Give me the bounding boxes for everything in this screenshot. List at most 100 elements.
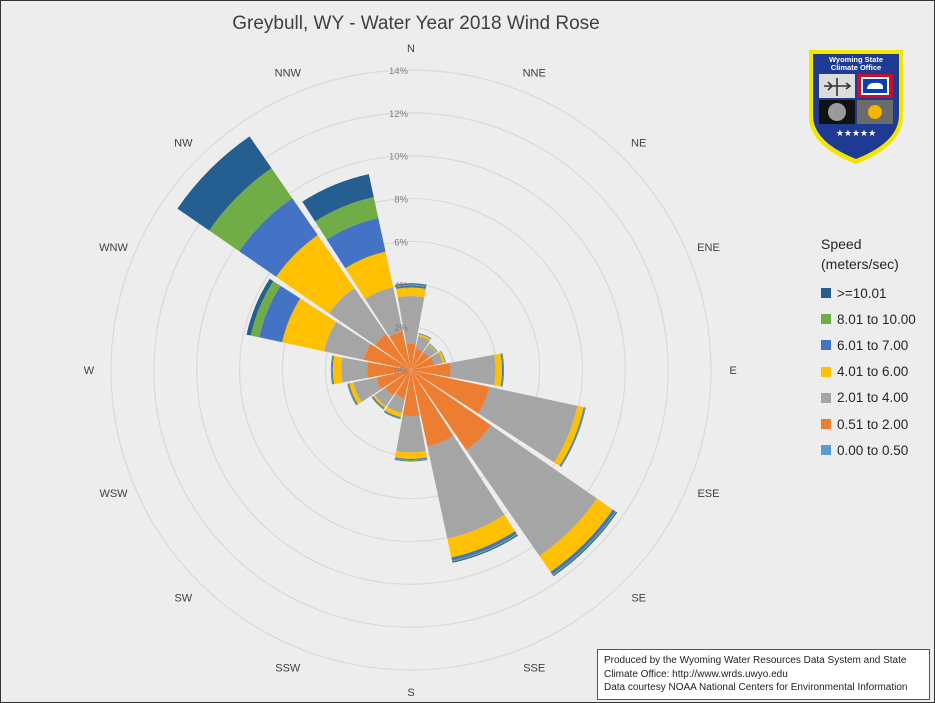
petal-segment-ese	[411, 370, 413, 371]
direction-label-ssw: SSW	[275, 662, 301, 674]
petal-segment-n	[396, 287, 426, 298]
petal-segment-s	[394, 459, 428, 462]
radial-tick-label: 10%	[389, 152, 409, 163]
petal-segment-nnw	[302, 174, 374, 222]
petal-segment-se	[539, 498, 613, 572]
credit-line1: Produced by the Wyoming Water Resources …	[604, 655, 907, 666]
legend-title-line1: Speed	[821, 236, 862, 252]
legend-swatch	[821, 340, 831, 351]
climate-office-logo: Wyoming State Climate Office ★★★★★	[809, 50, 903, 164]
direction-label-sw: SW	[174, 593, 192, 605]
legend-item: 4.01 to 6.00	[821, 359, 933, 385]
direction-label-nw: NW	[174, 137, 193, 149]
grid-circle	[281, 240, 541, 500]
petal-segment-n	[406, 343, 416, 369]
petal-segment-nne	[418, 333, 432, 340]
logo-stars: ★★★★★	[836, 129, 876, 139]
credit-line3: Data courtesy NOAA National Centers for …	[604, 682, 908, 693]
petal-segment-ene	[411, 356, 435, 370]
petal-segment-n	[397, 296, 425, 344]
petal-segment-w	[367, 362, 410, 378]
logo-text-line2: Climate Office	[831, 63, 881, 72]
radial-tick-labels: 0% 2% 4% 6% 8% 10% 12% 14%	[389, 66, 409, 377]
petal-segment-ssw	[384, 411, 401, 419]
direction-label-se: SE	[631, 593, 646, 605]
petal-segment-ssw	[410, 370, 411, 372]
petal-segment-nw	[374, 333, 411, 370]
legend-item: >=10.01	[821, 280, 933, 306]
direction-label-n: N	[407, 43, 415, 55]
petal-segment-w	[341, 357, 368, 383]
petal-segment-w	[330, 355, 333, 385]
direction-label-wnw: WNW	[99, 242, 128, 254]
legend-label: 8.01 to 10.00	[837, 311, 916, 327]
legend-label: 4.01 to 6.00	[837, 364, 909, 380]
petal-segment-nnw	[315, 197, 379, 240]
legend-swatch	[821, 288, 831, 299]
petal-segment-nw	[239, 198, 318, 277]
petal-segment-wsw	[348, 383, 358, 405]
credit-line2: Climate Office: http://www.wrds.uwyo.edu	[604, 668, 788, 680]
petal-segment-e	[412, 362, 451, 378]
logo-text-line1: Wyoming State	[829, 55, 883, 64]
legend-swatch	[821, 392, 831, 403]
direction-label-nnw: NNW	[275, 68, 302, 80]
petal-segment-wnw	[246, 278, 274, 336]
petal-segment-ssw	[383, 411, 401, 420]
grid-circle	[238, 197, 584, 543]
petal-segment-sse	[411, 370, 454, 447]
petal-segment-w	[332, 355, 343, 385]
petal-segment-sw	[373, 394, 387, 408]
petal-segment-s	[394, 457, 428, 461]
petal-segment-ese	[478, 386, 578, 463]
petal-segment-sse	[427, 435, 505, 539]
petal-segment-ssw	[387, 394, 405, 413]
grid-circle	[110, 69, 712, 671]
petal-segment-nne	[415, 336, 430, 352]
petal-segment-wsw	[353, 377, 382, 402]
petal-segment-nne	[411, 348, 423, 370]
petal-segment-ne	[423, 344, 437, 358]
petal-segment-ne	[428, 343, 438, 353]
petal-segment-s	[394, 458, 428, 462]
legend-title: Speed (meters/sec)	[821, 234, 933, 274]
sun-icon	[868, 105, 882, 119]
grid-circle	[153, 112, 669, 628]
petal-segment-ene	[438, 351, 445, 364]
petal-segment-sw	[372, 396, 385, 409]
legend: Speed (meters/sec) >=10.01 8.01 to 10.00 6…	[821, 234, 933, 463]
petal-segment-sse	[411, 370, 412, 372]
petal-segment-nw	[329, 288, 387, 346]
legend-item: 2.01 to 4.00	[821, 385, 933, 411]
petal-segment-nw	[177, 136, 272, 231]
direction-label-sse: SSE	[523, 662, 545, 674]
legend-swatch	[821, 366, 831, 377]
petal-segment-nnw	[345, 251, 394, 299]
petal-segment-s	[402, 371, 420, 417]
chart-title: Greybull, WY - Water Year 2018 Wind Rose	[232, 13, 600, 34]
radial-tick-label: 12%	[389, 109, 409, 120]
petal-segment-se	[466, 425, 597, 556]
legend-item: 0.51 to 2.00	[821, 411, 933, 437]
petal-segment-w	[331, 355, 334, 385]
legend-item: 6.01 to 7.00	[821, 332, 933, 358]
petal-segment-sw	[371, 396, 385, 410]
radial-tick-label: 14%	[389, 66, 409, 77]
direction-label-ese: ESE	[697, 488, 719, 500]
petal-segment-e	[502, 353, 504, 387]
petal-segment-e	[501, 353, 504, 387]
radial-tick-label: 8%	[394, 195, 408, 206]
direction-label-nne: NNE	[523, 68, 546, 80]
wind-rose-plot: N NNE NE ENE E ESE SE SSE S SSW SW WSW W WNW NW NNW 0% 2…	[84, 43, 737, 699]
direction-label-ene: ENE	[697, 242, 720, 254]
legend-label: 6.01 to 7.00	[837, 337, 909, 353]
radial-grid	[110, 69, 712, 671]
petal-segment-ene	[431, 352, 443, 365]
rose-petals	[177, 136, 618, 577]
petal-segment-s	[395, 451, 427, 459]
petal-segment-se	[411, 370, 492, 451]
radial-tick-label: 4%	[394, 280, 408, 291]
petal-segment-n	[395, 283, 427, 286]
petal-segment-sse	[451, 531, 517, 561]
petal-segment-nne	[418, 333, 431, 341]
